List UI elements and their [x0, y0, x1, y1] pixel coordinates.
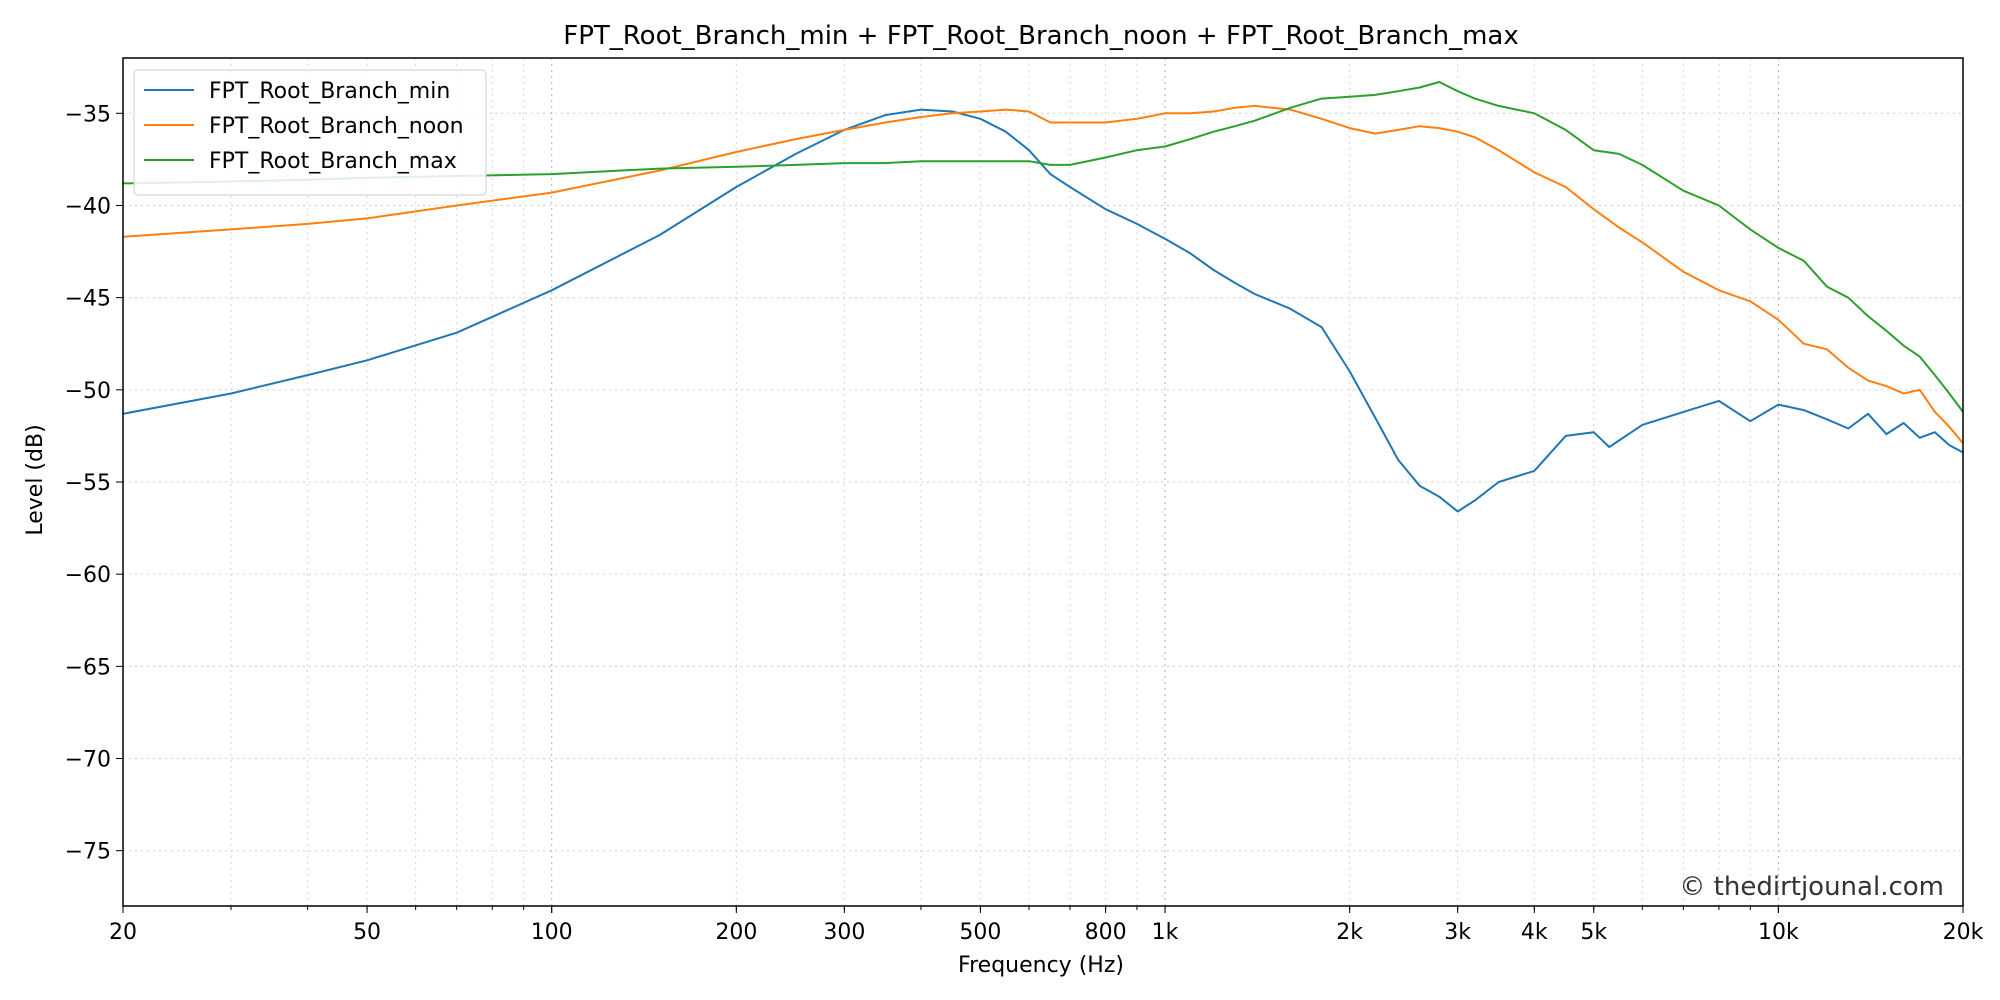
x-tick-label: 20k: [1943, 920, 1984, 945]
x-tick-label: 500: [959, 920, 1001, 945]
watermark-text: © thedirtjounal.com: [1679, 872, 1944, 902]
y-tick-label: −35: [65, 102, 111, 127]
y-tick-label: −75: [65, 840, 111, 865]
series-line-2: [122, 104, 1964, 444]
x-tick-label: 2k: [1336, 920, 1363, 945]
y-tick-label: −45: [65, 287, 111, 312]
x-tick-label: 50: [353, 920, 381, 945]
series-line-3: [122, 81, 1964, 413]
y-axis-label: Level (dB): [23, 424, 48, 535]
y-tick-label: −60: [65, 563, 111, 588]
x-tick-label: 5k: [1580, 920, 1607, 945]
x-tick-label: 3k: [1444, 920, 1471, 945]
series-layer: [122, 81, 1964, 513]
legend-label: FPT_Root_Branch_min: [209, 79, 450, 104]
x-tick-label: 4k: [1521, 920, 1548, 945]
x-tick-label: 800: [1085, 920, 1127, 945]
y-tick-label: −70: [65, 748, 111, 773]
x-tick-label: 10k: [1758, 920, 1799, 945]
x-tick-label: 1k: [1152, 920, 1179, 945]
legend-label: FPT_Root_Branch_noon: [209, 114, 464, 139]
y-tick-label: −65: [65, 655, 111, 680]
x-tick-label: 300: [823, 920, 865, 945]
legend-label: FPT_Root_Branch_max: [209, 149, 457, 174]
x-tick-label: 20: [109, 920, 137, 945]
legend: FPT_Root_Branch_min FPT_Root_Branch_noon F…: [133, 69, 487, 196]
chart-title: FPT_Root_Branch_min + FPT_Root_Branch_no…: [563, 21, 1518, 51]
series-line-1: [122, 108, 1964, 513]
x-axis-label: Frequency (Hz): [958, 953, 1124, 978]
x-tick-label: 100: [531, 920, 573, 945]
tick-layer: 20 50 100 200 300 500 800 1k 2k 3k 4k 5k 10k 20k −35 −4…: [65, 102, 1984, 945]
y-tick-label: −55: [65, 471, 111, 496]
x-tick-label: 200: [715, 920, 757, 945]
y-tick-label: −40: [65, 194, 111, 219]
legend-box: [133, 69, 487, 196]
y-tick-label: −50: [65, 379, 111, 404]
